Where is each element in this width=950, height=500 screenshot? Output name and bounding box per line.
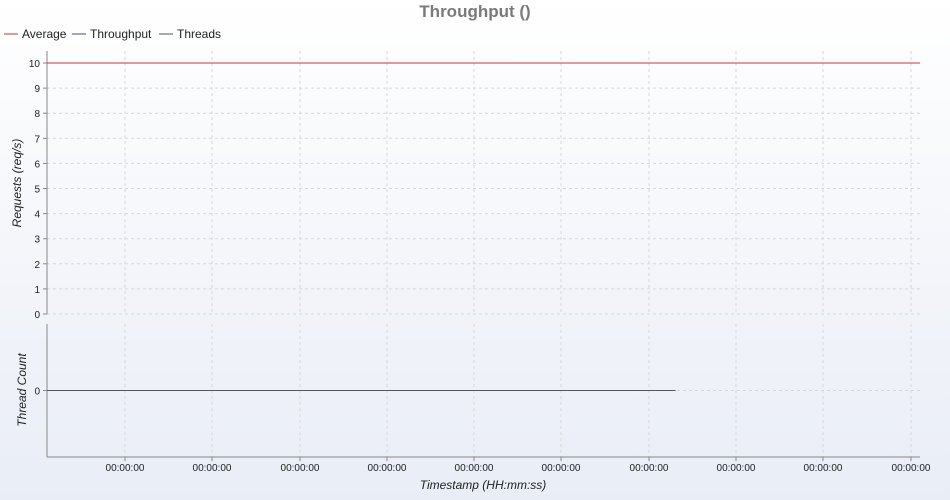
x-tick-label-9: 00:00:00 (892, 463, 931, 474)
panel-0-ytick-label-2: 2 (34, 260, 40, 271)
panel-0-ytick-label-4: 4 (34, 210, 40, 221)
x-tick-label-4: 00:00:00 (455, 463, 494, 474)
bottom-y-axis-label: Thread Count (15, 353, 29, 427)
x-tick-label-7: 00:00:00 (717, 463, 756, 474)
panel-0-ytick-label-5: 5 (34, 185, 40, 196)
panel-1-ytick-label-0: 0 (34, 387, 40, 398)
panel-0-ytick-label-6: 6 (34, 159, 40, 170)
panel-0-ytick-label-8: 8 (34, 109, 40, 120)
x-tick-label-3: 00:00:00 (368, 463, 407, 474)
panel-0-ytick-label-3: 3 (34, 235, 40, 246)
requests-panel: 0 1 2 3 4 5 6 7 8 9 10 (29, 51, 920, 321)
x-axis-label: Timestamp (HH:mm:ss) (420, 478, 547, 492)
x-axis: 00:00:00 00:00:00 00:00:00 00:00:00 00:00:00… (47, 456, 931, 474)
legend-label-average: Average (22, 27, 67, 41)
chart-legend: Average Throughput Threads (4, 27, 221, 41)
x-tick-label-0: 00:00:00 (106, 463, 145, 474)
panel-0-ytick-label-9: 9 (34, 84, 40, 95)
x-tick-label-8: 00:00:00 (804, 463, 843, 474)
x-tick-label-5: 00:00:00 (542, 463, 581, 474)
panel-0-ytick-label-7: 7 (34, 134, 40, 145)
panel-0-ytick-label-0: 0 (34, 310, 40, 321)
x-tick-label-2: 00:00:00 (281, 463, 320, 474)
x-tick-label-6: 00:00:00 (630, 463, 669, 474)
chart-title: Throughput () (419, 2, 530, 21)
x-tick-label-1: 00:00:00 (193, 463, 232, 474)
thread-count-panel: 0 (34, 324, 920, 457)
legend-label-throughput: Throughput (90, 27, 152, 41)
legend-label-threads: Threads (177, 27, 221, 41)
panel-0-ytick-label-1: 1 (34, 285, 40, 296)
top-y-axis-label: Requests (req/s) (10, 139, 24, 228)
panel-0-ytick-label-10: 10 (29, 59, 41, 70)
